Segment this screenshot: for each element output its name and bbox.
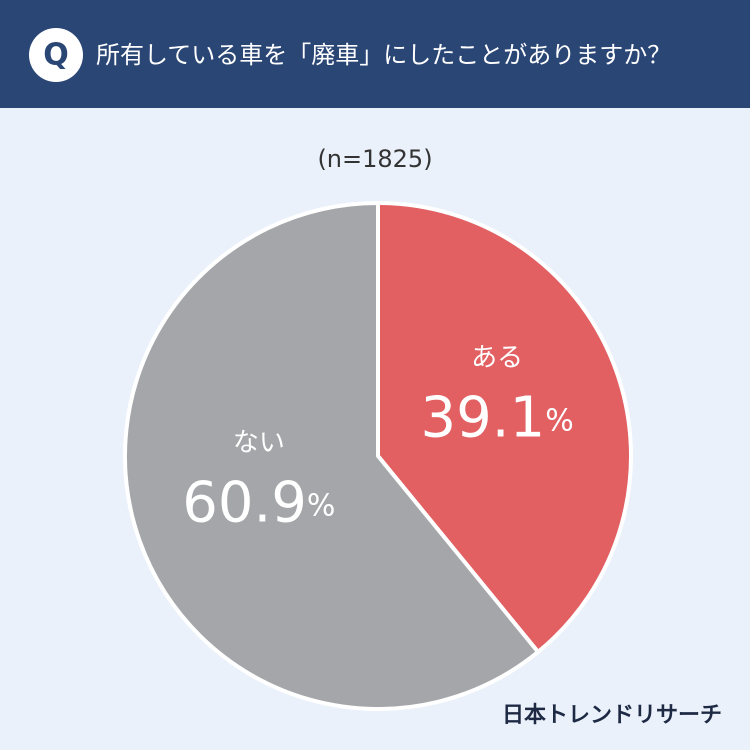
pie: ある 39.1% ない 60.9% — [123, 201, 633, 711]
chart-subtitle: (n=1825) — [317, 145, 432, 173]
header-band — [0, 0, 750, 108]
badge: Q — [43, 38, 69, 73]
value-label: 39.1% — [421, 386, 574, 451]
pie-slice — [376, 201, 633, 654]
brand: 日本トレンドリサーチ — [502, 703, 722, 728]
chart-title: 所有している車を「廃車」にしたことがありますか？ — [96, 41, 671, 69]
pie-slice — [123, 201, 541, 711]
slice-label: ない — [233, 428, 285, 458]
slice-label: ある — [471, 343, 523, 373]
value-label: 60.9% — [182, 471, 335, 536]
badge-circle — [29, 28, 83, 82]
